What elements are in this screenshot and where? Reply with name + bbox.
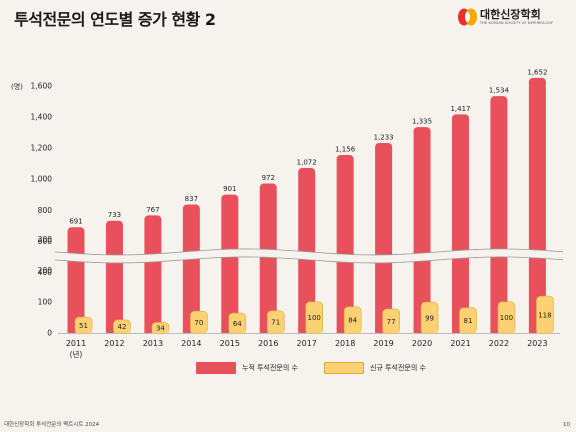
y-tick-label: 800 [38,206,53,215]
legend-swatch-new [324,362,364,374]
data-label-cumulative: 1,335 [412,118,432,126]
y-tick-label: 300 [38,235,53,244]
bar-new-base [152,328,169,334]
data-label-new: 51 [79,322,88,330]
y-tick-label: 1,000 [31,175,53,184]
data-label-cumulative: 733 [108,211,121,219]
data-label-new: 34 [156,324,165,332]
y-tick-label: 1,400 [31,113,53,122]
data-label-cumulative: 901 [223,185,236,193]
data-label-new: 70 [194,319,203,327]
x-axis-unit: (년) [70,349,83,359]
bar-new-base [421,328,438,334]
x-tick-label: 2018 [335,339,355,348]
y-tick-label: 600 [38,237,53,246]
data-label-cumulative: 767 [146,206,159,214]
bar-new-base [113,328,131,334]
data-label-cumulative: 691 [69,218,82,226]
data-label-cumulative: 1,233 [374,133,394,141]
data-label-new: 118 [538,311,551,319]
y-tick-label: 400 [38,268,53,277]
x-tick-label: 2022 [489,339,509,348]
data-label-new: 77 [387,318,396,326]
x-tick-label: 2021 [450,339,470,348]
data-label-new: 100 [308,314,321,322]
y-tick-label: 0 [47,329,52,338]
legend-swatch-cumulative [196,362,236,374]
axis-break-line-bottom [54,256,564,264]
society-logo: 대한신장학회 THE KOREAN SOCIETY OF NEPHROLOGY [456,4,566,32]
data-label-cumulative: 1,652 [527,68,547,76]
bar-cumulative [221,194,239,333]
bar-cumulative [452,114,469,333]
x-tick-label: 2015 [220,339,240,348]
x-tick-label: 2012 [104,339,124,348]
y-tick-label: 1,200 [31,144,53,153]
y-tick-label: 200 [38,266,53,275]
data-label-cumulative: 1,534 [489,87,510,95]
bar-cumulative [298,168,316,333]
x-tick-label: 2016 [258,339,278,348]
data-label-cumulative: 972 [262,174,275,182]
bar-cumulative [413,127,431,333]
x-tick-label: 2014 [181,339,201,348]
bar-new-base [344,328,361,334]
page-number: 10 [563,422,570,428]
data-label-new: 99 [425,314,434,322]
bar-new-base [536,328,554,334]
bar-new-base [267,328,284,334]
x-tick-label: 2019 [373,339,393,348]
bar-cumulative [336,154,354,333]
legend-label-cumulative: 누적 투석전문의 수 [242,364,298,372]
data-label-new: 81 [464,317,473,325]
bar-cumulative [528,77,546,334]
bar-new-base [75,328,92,334]
chart-legend: 누적 투석전문의 수 신규 투석전문의 수 [0,361,576,375]
x-tick-label: 2017 [297,339,317,348]
bar-new [382,308,400,334]
bar-new-base [190,328,208,334]
bar-cumulative [490,96,508,334]
bar-new-base [382,328,400,334]
logo-subtext: THE KOREAN SOCIETY OF NEPHROLOGY [480,21,553,25]
data-label-new: 71 [271,319,280,327]
data-label-new: 64 [233,320,242,328]
data-label-new: 84 [348,317,357,325]
y-axis-title: (명) [11,82,23,91]
data-label-cumulative: 837 [185,195,198,203]
x-tick-label: 2020 [412,339,432,348]
x-tick-label: 2013 [143,339,163,348]
y-tick-label: 1,600 [31,81,53,90]
data-label-new: 42 [117,323,126,331]
bar-new-base [306,328,323,334]
x-tick-label: 2011 [66,339,86,348]
data-label-cumulative: 1,417 [450,105,470,113]
bar-cumulative [375,142,393,333]
bar-new-base [229,328,246,334]
axis-break-line-top [54,248,564,256]
data-label-cumulative: 1,156 [335,145,356,153]
data-label-new: 100 [500,314,513,322]
bar-cumulative [144,215,162,333]
footer-source: 대한신장학회 투석전문의 팩트시트 2024 [4,422,100,428]
legend-label-new: 신규 투석전문의 수 [370,364,426,372]
x-tick-label: 2023 [527,339,547,348]
bar-cumulative [105,220,123,333]
logo-text: 대한신장학회 [480,8,541,21]
bar-cumulative [182,204,200,333]
data-label-cumulative: 1,072 [297,159,317,167]
page-title: 투석전문의 연도별 증가 현황 2 [14,10,216,29]
kidney-logo-icon [458,8,477,26]
y-tick-label: 100 [38,297,53,306]
bar-new-base [459,328,477,334]
bar-new-base [498,328,515,334]
bar-cumulative [259,183,277,333]
